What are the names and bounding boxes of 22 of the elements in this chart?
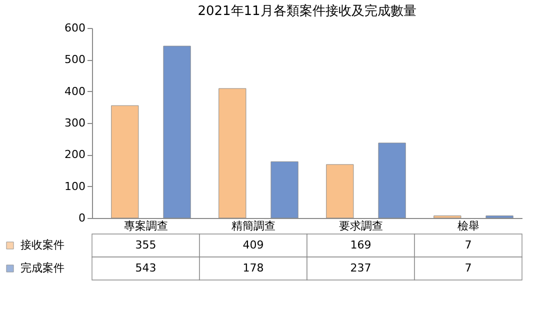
- chart-title: 2021年11月各類案件接收及完成數量: [198, 3, 416, 19]
- x-tick-label: 精簡調查: [231, 220, 276, 232]
- y-tick-label: 200: [64, 148, 86, 162]
- x-tick-label: 要求調查: [338, 220, 383, 232]
- legend-label: 接收案件: [20, 238, 64, 252]
- x-tick-label: 檢舉: [457, 220, 480, 232]
- x-tick-label: 專案調查: [124, 220, 168, 232]
- data-label: 409: [242, 238, 264, 252]
- data-label: 169: [350, 238, 372, 252]
- y-tick-label: 0: [78, 212, 86, 224]
- data-label: 7: [464, 262, 472, 274]
- y-tick-label: 600: [64, 22, 86, 34]
- data-label: 178: [242, 262, 264, 274]
- data-label: 355: [135, 238, 156, 252]
- data-label: 237: [350, 262, 372, 274]
- y-tick-label: 500: [64, 53, 86, 66]
- y-tick-label: 100: [64, 180, 86, 193]
- y-tick-label: 300: [64, 116, 86, 130]
- legend-label: 完成案件: [20, 262, 64, 274]
- y-tick-label: 400: [64, 84, 86, 98]
- data-label: 7: [464, 238, 472, 252]
- data-label: 543: [135, 262, 156, 274]
